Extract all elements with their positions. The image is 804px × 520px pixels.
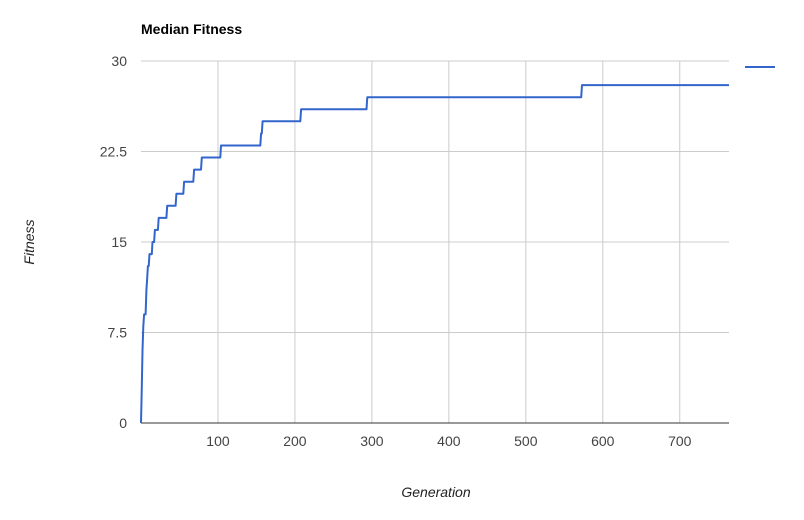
x-tick-label: 600 xyxy=(591,433,615,449)
x-tick-label: 200 xyxy=(283,433,307,449)
x-tick-label: 400 xyxy=(437,433,461,449)
x-tick-label: 100 xyxy=(206,433,230,449)
x-tick-label: 700 xyxy=(668,433,692,449)
y-tick-label: 30 xyxy=(111,53,127,69)
chart-title: Median Fitness xyxy=(141,21,242,37)
x-axis-ticks: 100 200 300 400 500 600 700 xyxy=(206,433,691,449)
gridlines xyxy=(141,60,729,423)
y-tick-label: 0 xyxy=(119,415,127,431)
y-axis-ticks: 0 7.5 15 22.5 30 xyxy=(100,53,127,431)
x-tick-label: 500 xyxy=(514,433,538,449)
series-line xyxy=(140,84,729,424)
x-tick-label: 300 xyxy=(360,433,384,449)
x-axis-label: Generation xyxy=(401,484,470,500)
series-layer xyxy=(140,84,729,424)
y-tick-label: 7.5 xyxy=(108,325,128,341)
y-axis-label: Fitness xyxy=(21,219,37,264)
y-tick-label: 22.5 xyxy=(100,144,127,160)
y-tick-label: 15 xyxy=(111,234,127,250)
